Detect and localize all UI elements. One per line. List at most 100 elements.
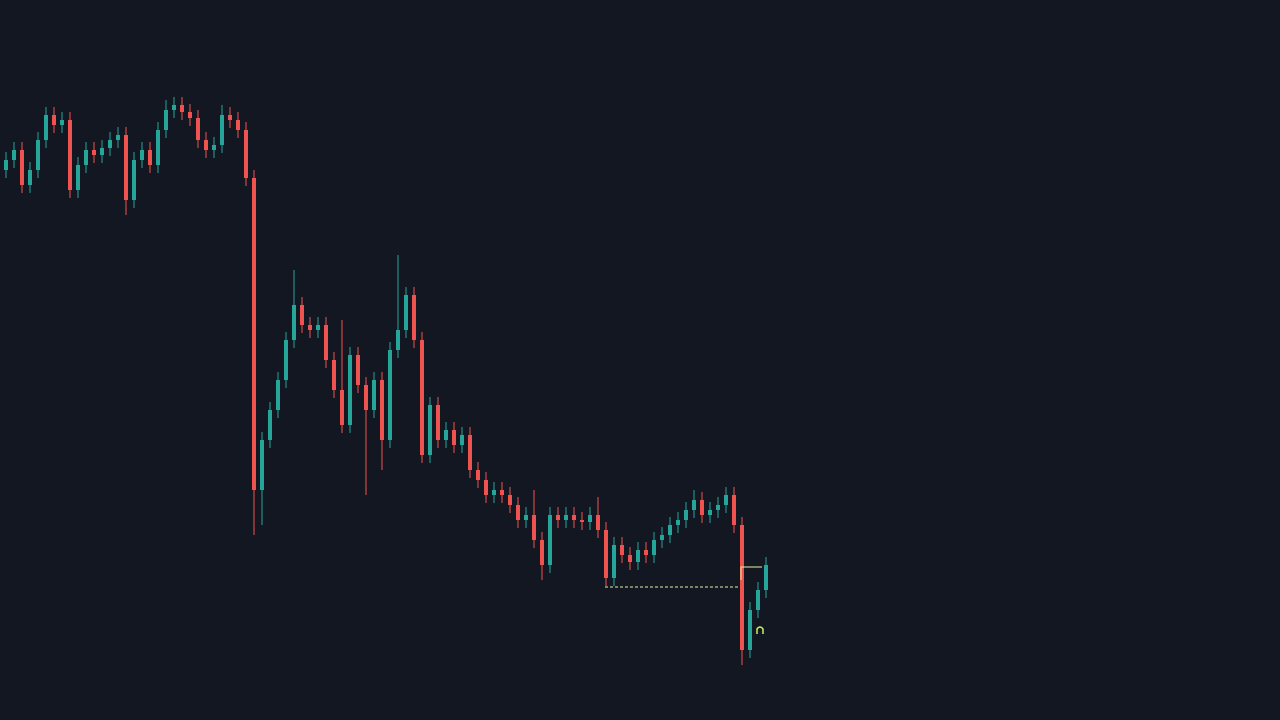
candle-body bbox=[404, 295, 408, 330]
candle-body bbox=[268, 410, 272, 440]
candle-body bbox=[444, 430, 448, 440]
candle-body bbox=[468, 435, 472, 470]
candle-body bbox=[212, 145, 216, 150]
candle-body bbox=[748, 610, 752, 650]
candle-body bbox=[60, 120, 64, 125]
candle-body bbox=[12, 150, 16, 160]
candle-body bbox=[172, 105, 176, 110]
candle-body bbox=[244, 130, 248, 178]
candle-body bbox=[660, 535, 664, 540]
candle-body bbox=[532, 515, 536, 540]
candle-body bbox=[500, 490, 504, 495]
candle-body bbox=[332, 360, 336, 390]
candle-body bbox=[420, 340, 424, 455]
candle-body bbox=[540, 540, 544, 565]
candle-body bbox=[308, 325, 312, 330]
candle-body bbox=[396, 330, 400, 350]
candle-body bbox=[596, 515, 600, 530]
candle-body bbox=[260, 440, 264, 490]
candle-body bbox=[628, 555, 632, 562]
candle-body bbox=[524, 515, 528, 520]
candle-body bbox=[132, 160, 136, 200]
candle-body bbox=[28, 170, 32, 185]
candle-body bbox=[76, 165, 80, 190]
candle-body bbox=[52, 115, 56, 125]
candle-body bbox=[108, 140, 112, 148]
candle-body bbox=[100, 148, 104, 155]
candle-body bbox=[644, 550, 648, 555]
candle-body bbox=[740, 525, 744, 650]
candle-body bbox=[36, 140, 40, 170]
candle-body bbox=[140, 150, 144, 160]
candle-body bbox=[236, 120, 240, 130]
candle-body bbox=[556, 515, 560, 520]
candle-body bbox=[692, 500, 696, 510]
candle-body bbox=[252, 178, 256, 490]
candle-body bbox=[476, 470, 480, 480]
candle-body bbox=[228, 115, 232, 120]
candle-body bbox=[676, 520, 680, 525]
candle-body bbox=[756, 590, 760, 610]
candle-body bbox=[44, 115, 48, 140]
candle-body bbox=[572, 515, 576, 520]
candle-body bbox=[188, 112, 192, 118]
candle-body bbox=[668, 525, 672, 535]
candle-body bbox=[340, 390, 344, 425]
candle-body bbox=[148, 150, 152, 165]
candle-body bbox=[196, 118, 200, 140]
candle-body bbox=[412, 295, 416, 340]
candle-body bbox=[700, 500, 704, 515]
candle-body bbox=[92, 150, 96, 155]
candle-body bbox=[428, 405, 432, 455]
candle-body bbox=[588, 515, 592, 522]
candle-body bbox=[580, 520, 584, 522]
candle-body bbox=[484, 480, 488, 495]
candle-body bbox=[164, 110, 168, 130]
candle-body bbox=[276, 380, 280, 410]
candle-body bbox=[356, 355, 360, 385]
candle-body bbox=[300, 305, 304, 325]
candle-body bbox=[452, 430, 456, 445]
candle-body bbox=[436, 405, 440, 440]
candle-body bbox=[156, 130, 160, 165]
candle-body bbox=[372, 380, 376, 410]
candle-body bbox=[620, 545, 624, 555]
candle-body bbox=[284, 340, 288, 380]
candle-body bbox=[316, 325, 320, 330]
candle-body bbox=[708, 510, 712, 515]
candle-body bbox=[724, 495, 728, 505]
candle-body bbox=[84, 150, 88, 165]
candle-body bbox=[204, 140, 208, 150]
candle-body bbox=[460, 435, 464, 445]
candle-body bbox=[388, 350, 392, 440]
candle-body bbox=[516, 505, 520, 520]
candle-body bbox=[508, 495, 512, 505]
candle-body bbox=[20, 150, 24, 185]
candle-body bbox=[612, 545, 616, 578]
candle-body bbox=[764, 565, 768, 590]
candle-body bbox=[4, 160, 8, 170]
candle-body bbox=[364, 385, 368, 410]
candle-body bbox=[684, 510, 688, 520]
level-bracket bbox=[740, 566, 762, 580]
candle-body bbox=[180, 105, 184, 112]
candle-body bbox=[68, 120, 72, 190]
candle-body bbox=[564, 515, 568, 520]
candle-body bbox=[548, 515, 552, 565]
candle-body bbox=[292, 305, 296, 340]
candle-body bbox=[380, 380, 384, 440]
candle-body bbox=[116, 135, 120, 140]
candle-body bbox=[324, 325, 328, 360]
candle-body bbox=[604, 530, 608, 578]
candle-body bbox=[636, 550, 640, 562]
candle-body bbox=[220, 115, 224, 145]
candle-body bbox=[348, 355, 352, 425]
candle-body bbox=[716, 505, 720, 510]
candle-body bbox=[124, 135, 128, 200]
candle-body bbox=[652, 540, 656, 555]
marker-icon bbox=[756, 626, 764, 634]
candle-body bbox=[492, 490, 496, 495]
